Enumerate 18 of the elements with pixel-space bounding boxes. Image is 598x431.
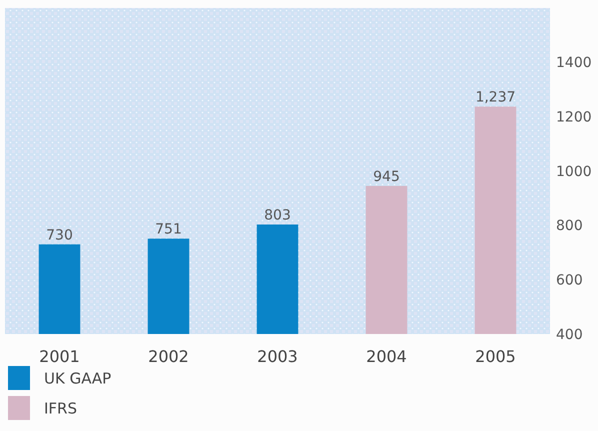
x-tick-label: 2002: [148, 347, 189, 366]
data-label: 751: [155, 222, 182, 238]
legend-label: UK GAAP: [44, 369, 112, 388]
y-tick-label: 800: [556, 218, 583, 234]
x-tick-label: 2004: [366, 347, 407, 366]
data-label: 803: [264, 208, 291, 224]
data-label: 945: [373, 168, 400, 185]
y-tick-label: 600: [556, 272, 583, 289]
data-label: 1,237: [475, 90, 516, 106]
x-tick-label: 2005: [475, 347, 516, 366]
x-tick-label: 2001: [39, 347, 80, 366]
y-tick-label: 1200: [556, 110, 592, 126]
legend-label: IFRS: [44, 399, 77, 418]
x-tick-label: 2003: [257, 347, 298, 366]
y-tick-label: 1400: [556, 55, 592, 72]
y-tick-label: 400: [556, 326, 583, 343]
y-tick-label: 1000: [556, 164, 592, 180]
data-label: 730: [46, 227, 73, 244]
